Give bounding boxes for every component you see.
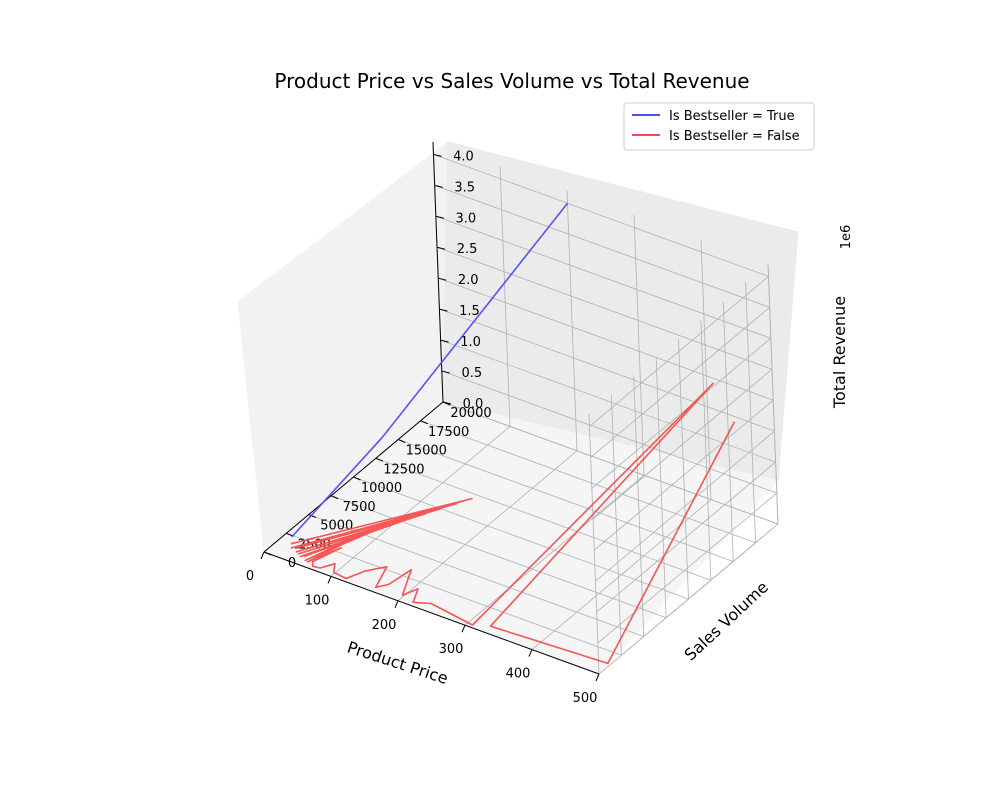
y-tick-label: 20000 [450, 406, 491, 421]
z-tick-mark [439, 308, 448, 312]
y-tick-mark [398, 439, 406, 443]
z-gridline-back [433, 154, 769, 277]
axes: 0100200300400500025005000750010000125001… [246, 141, 600, 706]
y-tick-mark [375, 457, 384, 462]
x-tick-label: 400 [506, 667, 531, 682]
z-tick-mark [433, 153, 442, 157]
z-axis-label: Total Revenue [830, 296, 849, 409]
y-tick-label: 12500 [383, 462, 424, 477]
y-gridline-floor [375, 457, 712, 581]
y-axis-line [263, 401, 444, 553]
x-tick-mark [461, 625, 466, 633]
x-axis-line [263, 551, 600, 675]
y-gridline-floor [330, 495, 667, 619]
z-tick-mark [441, 370, 450, 374]
y-tick-mark [353, 476, 361, 481]
legend: Is Bestseller = True Is Bestseller = Fal… [623, 102, 815, 151]
x-tick-label: 300 [439, 642, 464, 657]
x-axis-label: Product Price [345, 638, 451, 688]
z-gridline-back [436, 246, 773, 370]
x-tick-mark [260, 551, 265, 560]
z-gridline-back [440, 339, 776, 463]
z-tick-label: 1.0 [460, 335, 481, 350]
y-tick-label: 5000 [320, 519, 353, 534]
z-tick-label: 3.5 [454, 180, 475, 195]
y-gridline-floor [420, 420, 756, 544]
z-tick-mark [434, 184, 443, 188]
z-gridline-left [596, 461, 776, 613]
z-axis-offset-label: 1e6 [839, 225, 854, 250]
x-tick-mark [394, 600, 399, 608]
x-tick-label: 0 [246, 569, 254, 584]
z-tick-label: 1.5 [459, 304, 480, 319]
grid-lines [263, 141, 779, 675]
x-tick-mark [595, 673, 600, 682]
z-tick-mark [435, 215, 444, 219]
y-axis-label: Sales Volume [681, 577, 772, 664]
z-gridline-back [439, 308, 775, 432]
z-gridline-back [434, 184, 770, 308]
legend-label-bestseller-true: Is Bestseller = True [669, 109, 795, 124]
z-tick-label: 2.0 [458, 273, 479, 288]
x-tick-label: 200 [372, 618, 397, 633]
z-gridline-left [595, 430, 775, 582]
legend-label-bestseller-false: Is Bestseller = False [669, 129, 800, 144]
y-tick-label: 0 [288, 556, 296, 571]
series-line-bestseller-true [291, 202, 569, 538]
z-gridline-left [593, 399, 774, 551]
z-gridline-back [438, 277, 774, 401]
z-gridline-left [592, 368, 773, 520]
data-lines [290, 202, 736, 665]
z-tick-mark [440, 339, 449, 343]
y-tick-label: 15000 [406, 444, 447, 459]
z-tick-label: 3.0 [456, 211, 477, 226]
z-gridline-back [435, 215, 771, 339]
z-gridline-left [597, 492, 778, 644]
legend-frame [623, 102, 815, 151]
chart-title: Product Price vs Sales Volume vs Total R… [274, 69, 749, 93]
y-gridline-floor [286, 532, 622, 656]
z-gridline-left [598, 523, 779, 675]
y-tick-label: 7500 [343, 500, 376, 515]
z-tick-mark [438, 277, 447, 281]
z-tick-label: 4.0 [453, 149, 474, 164]
y-gridline-floor [398, 439, 734, 562]
z-gridline-left [590, 307, 770, 458]
x-tick-mark [327, 576, 332, 584]
z-tick-label: 0.0 [463, 397, 484, 412]
y-tick-label: 17500 [428, 425, 469, 440]
y-tick-mark [420, 420, 428, 425]
x-tick-mark [528, 649, 533, 657]
z-tick-mark [436, 246, 446, 250]
x-tick-label: 100 [305, 593, 330, 608]
x-tick-label: 500 [573, 691, 598, 706]
z-tick-mark [442, 401, 452, 405]
z-gridline-back [442, 401, 779, 525]
y-tick-mark [330, 495, 339, 500]
z-gridline-left [589, 276, 769, 427]
y-tick-label: 10000 [361, 481, 402, 496]
z-axis-line [432, 141, 444, 403]
z-tick-label: 0.5 [461, 366, 482, 381]
z-gridline-left [591, 337, 772, 489]
y-tick-mark [308, 514, 316, 518]
z-gridline-back [441, 370, 777, 494]
z-tick-label: 2.5 [457, 242, 478, 257]
series-line-bestseller-false [290, 382, 736, 665]
y-gridline-floor [353, 476, 689, 600]
